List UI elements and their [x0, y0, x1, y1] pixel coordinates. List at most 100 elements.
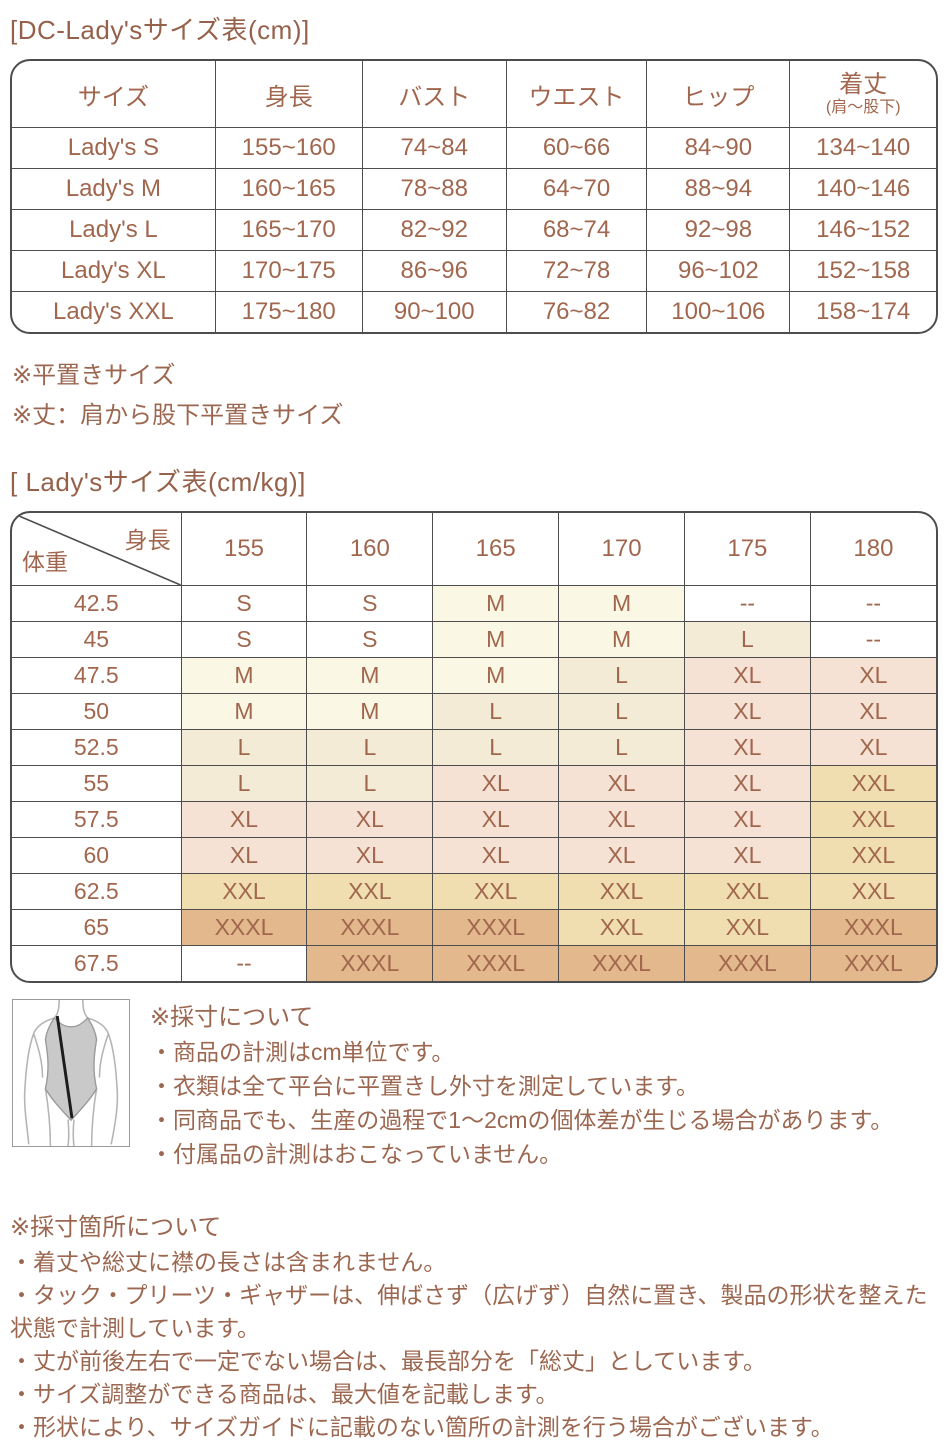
matrix-row: 45 S S M M L -- — [12, 621, 936, 658]
measurement-range-cell: 88~94 — [646, 168, 791, 210]
size-value-cell: XL — [558, 837, 685, 874]
matrix-row: 50 M M L L XL XL — [12, 693, 936, 730]
measurement-point-note-item: ・着丈や総丈に襟の長さは含まれません。 — [10, 1249, 447, 1275]
size-name-cell: Lady's L — [12, 209, 216, 251]
size-value-cell: XL — [432, 837, 560, 874]
size-name-cell: Lady's M — [12, 168, 216, 210]
size-value-cell: XXL — [809, 837, 936, 874]
measurement-notes-heading: ※採寸について — [150, 1004, 314, 1031]
size-value-cell: S — [180, 585, 308, 622]
size-value-cell: M — [306, 693, 434, 730]
weight-cell: 65 — [12, 909, 182, 946]
matrix-row: 55 L L XL XL XL XXL — [12, 765, 936, 802]
measurement-range-cell: 82~92 — [361, 209, 507, 251]
measurement-range-cell: 74~84 — [361, 127, 507, 169]
weight-cell: 52.5 — [12, 729, 182, 766]
size-value-cell: L — [306, 729, 434, 766]
size-value-cell: M — [180, 693, 308, 730]
weight-cell: 60 — [12, 837, 182, 874]
measurement-note-item: ・付属品の計測はおこなっていません。 — [150, 1141, 563, 1167]
size-value-cell: S — [180, 621, 308, 658]
size-table-header-row: サイズ 身長 バスト ウエスト ヒップ 着丈 (肩～股下) — [12, 61, 936, 128]
size-value-cell: XXXL — [683, 945, 811, 981]
matrix-row: 47.5 M M M L XL XL — [12, 657, 936, 694]
measurement-range-cell: 96~102 — [646, 250, 791, 292]
weight-cell: 50 — [12, 693, 182, 730]
column-header: ウエスト — [505, 61, 648, 128]
size-value-cell: XXXL — [306, 945, 434, 981]
size-value-cell: XL — [683, 729, 811, 766]
measurement-point-note-item: ・タック・プリーツ・ギャザーは、伸ばさず（広げず）自然に置き、製品の形状を整えた… — [10, 1282, 928, 1341]
matrix-row: 62.5 XXL XXL XXL XXL XXL XXL — [12, 873, 936, 910]
weight-cell: 67.5 — [12, 945, 182, 981]
height-axis-label: 身長 — [124, 527, 171, 553]
size-value-cell: XL — [809, 693, 936, 730]
size-value-cell: XXL — [180, 873, 308, 910]
weight-cell: 57.5 — [12, 801, 182, 838]
measurement-range-cell: 60~66 — [505, 127, 648, 169]
size-value-cell: L — [432, 693, 560, 730]
weight-cell: 45 — [12, 621, 182, 658]
size-value-cell: XXL — [432, 873, 560, 910]
size-value-cell: -- — [180, 945, 308, 981]
garment-length-sublabel: (肩～股下) — [825, 99, 901, 116]
matrix-row: 52.5 L L L L XL XL — [12, 729, 936, 766]
size-value-cell: XXXL — [809, 945, 936, 981]
size-value-cell: XL — [809, 729, 936, 766]
measurement-range-cell: 170~175 — [214, 250, 363, 292]
size-value-cell: M — [432, 657, 560, 694]
size-value-cell: XL — [558, 801, 685, 838]
bodysuit-diagram-drawing — [23, 997, 119, 1147]
note-length-definition: ※丈：肩から股下平置きサイズ — [12, 402, 344, 429]
size-value-cell: -- — [809, 621, 936, 658]
measurement-notes-section: ※採寸について ・商品の計測はcm単位です。・衣類は全て平台に平置きし外寸を測定… — [10, 997, 938, 1171]
matrix-row: 57.5 XL XL XL XL XL XXL — [12, 801, 936, 838]
size-name-cell: Lady's S — [12, 127, 216, 169]
size-value-cell: XXL — [809, 801, 936, 838]
dc-ladys-size-table-title: [DC-Lady'sサイズ表(cm)] — [10, 15, 310, 45]
measurement-note-item: ・商品の計測はcm単位です。 — [150, 1039, 455, 1065]
size-value-cell: XXXL — [558, 945, 685, 981]
size-value-cell: M — [306, 657, 434, 694]
size-value-cell: M — [432, 621, 560, 658]
size-value-cell: M — [180, 657, 308, 694]
height-header-cell: 165 — [432, 513, 560, 586]
size-value-cell: XL — [683, 801, 811, 838]
measurement-range-cell: 134~140 — [789, 127, 936, 169]
measurement-point-note-item: ・サイズ調整ができる商品は、最大値を記載します。 — [10, 1381, 559, 1407]
size-table-row: Lady's XL 170~175 86~96 72~78 96~102 152~158 — [12, 250, 936, 292]
height-header-cell: 180 — [809, 513, 936, 586]
length-measurement-line — [55, 1015, 74, 1119]
size-value-cell: M — [558, 621, 685, 658]
size-value-cell: S — [306, 621, 434, 658]
size-value-cell: XXXL — [809, 909, 936, 946]
size-value-cell: L — [683, 621, 811, 658]
height-weight-size-matrix: 身長 体重 155 160 165 170 175 180 42.5 S S M M -- -- 45 S… — [10, 511, 938, 983]
size-value-cell: XL — [683, 837, 811, 874]
size-value-cell: XXXL — [432, 945, 560, 981]
size-value-cell: -- — [683, 585, 811, 622]
matrix-row: 42.5 S S M M -- -- — [12, 585, 936, 622]
size-value-cell: L — [558, 693, 685, 730]
height-header-cell: 175 — [683, 513, 811, 586]
note-flat-size: ※平置きサイズ — [12, 362, 176, 389]
matrix-row: 65 XXXL XXXL XXXL XXL XXL XXXL — [12, 909, 936, 946]
measurement-range-cell: 76~82 — [505, 291, 648, 332]
height-weight-corner-cell: 身長 体重 — [12, 513, 182, 586]
size-value-cell: L — [432, 729, 560, 766]
measurement-range-cell: 146~152 — [789, 209, 936, 251]
leotard-shape — [44, 1016, 98, 1122]
measurement-range-cell: 155~160 — [214, 127, 363, 169]
height-header-cell: 170 — [558, 513, 685, 586]
ladys-size-matrix-title: [ Lady'sサイズ表(cm/kg)] — [10, 467, 306, 497]
size-value-cell: -- — [809, 585, 936, 622]
size-value-cell: L — [558, 729, 685, 766]
measurement-range-cell: 64~70 — [505, 168, 648, 210]
flat-measurement-notes: ※平置きサイズ ※丈：肩から股下平置きサイズ — [12, 356, 938, 436]
bodysuit-length-measurement-diagram — [12, 997, 130, 1147]
size-value-cell: L — [180, 765, 308, 802]
dc-ladys-size-table: サイズ 身長 バスト ウエスト ヒップ 着丈 (肩～股下) Lady's S 155~160 7… — [10, 59, 938, 334]
size-value-cell: L — [306, 765, 434, 802]
size-name-cell: Lady's XXL — [12, 291, 216, 332]
measurement-note-item: ・衣類は全て平台に平置きし外寸を測定しています。 — [150, 1073, 700, 1099]
